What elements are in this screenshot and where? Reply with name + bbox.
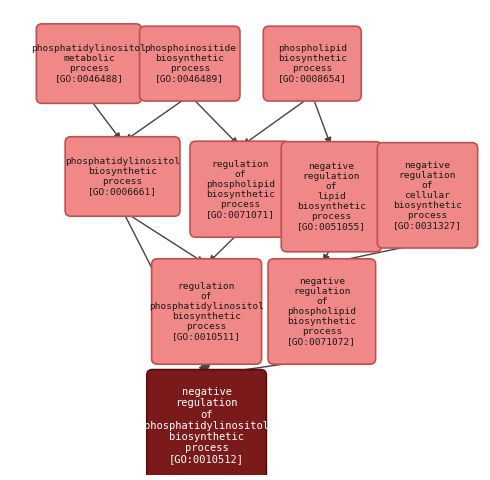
Text: regulation
of
phosphatidylinositol
biosynthetic
process
[GO:0010511]: regulation of phosphatidylinositol biosy… [149,282,264,341]
FancyBboxPatch shape [36,24,142,103]
Text: negative
regulation
of
phospholipid
biosynthetic
process
[GO:0071072]: negative regulation of phospholipid bios… [287,277,356,346]
FancyBboxPatch shape [268,259,376,364]
Text: phosphoinositide
biosynthetic
process
[GO:0046489]: phosphoinositide biosynthetic process [G… [144,44,236,83]
FancyBboxPatch shape [151,259,262,364]
Text: negative
regulation
of
lipid
biosynthetic
process
[GO:0051055]: negative regulation of lipid biosyntheti… [297,162,366,231]
Text: phospholipid
biosynthetic
process
[GO:0008654]: phospholipid biosynthetic process [GO:00… [278,44,347,83]
FancyBboxPatch shape [377,143,478,248]
Text: phosphatidylinositol
biosynthetic
process
[GO:0006661]: phosphatidylinositol biosynthetic proces… [65,157,180,196]
FancyBboxPatch shape [65,137,180,216]
FancyBboxPatch shape [147,370,267,480]
Text: negative
regulation
of
cellular
biosynthetic
process
[GO:0031327]: negative regulation of cellular biosynth… [393,161,462,230]
Text: phosphatidylinositol
metabolic
process
[GO:0046488]: phosphatidylinositol metabolic process [… [31,44,147,83]
FancyBboxPatch shape [281,142,382,252]
Text: regulation
of
phospholipid
biosynthetic
process
[GO:0071071]: regulation of phospholipid biosynthetic … [206,159,275,219]
Text: negative
regulation
of
phosphatidylinositol
biosynthetic
process
[GO:0010512]: negative regulation of phosphatidylinosi… [144,387,269,465]
FancyBboxPatch shape [190,141,291,237]
FancyBboxPatch shape [263,26,361,101]
FancyBboxPatch shape [140,26,240,101]
